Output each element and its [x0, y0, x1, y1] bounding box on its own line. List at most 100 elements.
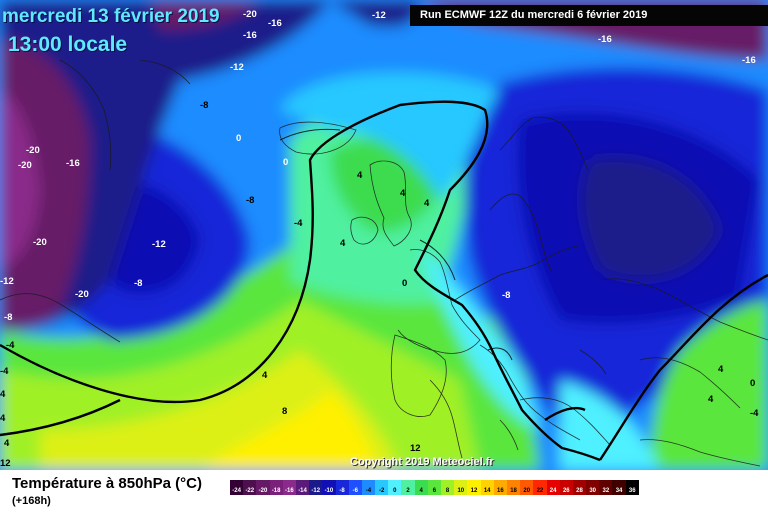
contour-label: 4	[400, 188, 406, 199]
contour-label: -8	[246, 195, 254, 206]
scale-swatch: 30	[586, 480, 600, 495]
contour-label: -8	[502, 290, 510, 301]
contour-label: -16	[66, 158, 80, 169]
scale-swatch: -20	[256, 480, 270, 495]
scale-label: 20	[523, 488, 531, 494]
scale-label: 36	[628, 488, 636, 494]
scale-swatch: 22	[533, 480, 547, 495]
scale-label: 18	[510, 488, 517, 494]
contour-label: -20	[26, 145, 40, 156]
scale-label: 14	[483, 488, 491, 494]
scale-label: -14	[298, 488, 307, 494]
scale-swatch: 36	[625, 480, 639, 495]
contour-label: -4	[294, 218, 303, 229]
legend-bar: Température à 850hPa (°C) (+168h) -24 -22…	[0, 470, 768, 512]
contour-label: -12	[372, 10, 386, 21]
scale-swatch: 10	[454, 480, 468, 495]
scale-swatch: -18	[269, 480, 283, 495]
scale-label: 12	[470, 488, 478, 494]
parameter-title: Température à 850hPa (°C)	[12, 475, 202, 492]
contour-label: 8	[282, 406, 287, 417]
scale-swatch: 4	[414, 480, 428, 495]
scale-swatch: 28	[572, 480, 587, 495]
contour-label: 4	[708, 394, 714, 405]
scale-swatch: 18	[506, 480, 521, 495]
contour-label: 0	[236, 133, 241, 144]
scale-label: -8	[339, 488, 345, 494]
temperature-field	[0, 0, 768, 470]
scale-swatch: 16	[493, 480, 507, 495]
scale-label: 4	[419, 488, 423, 494]
scale-label: -24	[232, 488, 241, 494]
scale-swatch: -14	[295, 480, 310, 495]
contour-label: 4	[0, 413, 6, 424]
contour-label: -4	[0, 366, 9, 377]
contour-label: -16	[243, 30, 257, 41]
scale-label: 0	[393, 488, 397, 494]
scale-swatch: 12	[467, 480, 481, 495]
contour-labels: -20 -16 -12 -16 -16 -16 -12 -8 0 0 -20 -…	[0, 9, 759, 469]
scale-label: 22	[536, 488, 544, 494]
contour-label: -20	[33, 237, 47, 248]
scale-swatch: 32	[599, 480, 613, 495]
temperature-map: -20 -16 -12 -16 -16 -16 -12 -8 0 0 -20 -…	[0, 0, 768, 470]
scale-label: -12	[311, 488, 321, 494]
contour-label: -12	[230, 62, 244, 73]
forecast-lead-time: (+168h)	[12, 495, 51, 507]
scale-swatch: 0	[388, 480, 402, 495]
scale-label: -18	[271, 488, 281, 494]
scale-label: -16	[285, 488, 294, 494]
contour-label: 4	[718, 364, 724, 375]
scale-swatch: -2	[375, 480, 389, 495]
coastlines	[0, 59, 768, 467]
scale-swatch: -6	[348, 480, 362, 495]
scale-swatch: -10	[322, 480, 336, 495]
contour-label: -20	[75, 289, 89, 300]
contour-label: 4	[357, 170, 363, 181]
scale-label: 26	[562, 488, 570, 494]
scale-swatch: -4	[361, 480, 376, 495]
contour-label: -16	[268, 18, 282, 29]
contour-label: 0	[283, 157, 288, 168]
scale-label: 6	[432, 488, 437, 494]
forecast-date: mercredi 13 février 2019	[2, 6, 220, 27]
contour-label: 0	[750, 378, 755, 389]
contour-label: 4	[4, 438, 10, 449]
contour-label: -8	[4, 312, 12, 323]
scale-swatch: 24	[546, 480, 560, 495]
map-canvas: -20 -16 -12 -16 -16 -16 -12 -8 0 0 -20 -…	[0, 0, 768, 470]
contour-label: 4	[340, 238, 346, 249]
scale-label: 16	[497, 488, 504, 494]
contour-label: -4	[750, 408, 759, 419]
scale-label: 28	[576, 488, 583, 494]
contour-label: -20	[18, 160, 32, 171]
scale-label: 32	[602, 488, 610, 494]
scale-label: -4	[365, 488, 372, 494]
isotherm-lines	[0, 100, 768, 462]
scale-label: -20	[258, 488, 268, 494]
scale-label: 24	[549, 488, 557, 494]
contour-label: -8	[134, 278, 142, 289]
scale-swatch: 2	[401, 480, 415, 495]
contour-label: -4	[6, 340, 15, 351]
contour-label: 0	[402, 278, 407, 289]
scale-swatch: -8	[335, 480, 349, 495]
contour-label: 4	[262, 370, 268, 381]
scale-swatch: -12	[309, 480, 323, 495]
scale-swatch: -24	[230, 480, 244, 495]
scale-label: 34	[615, 488, 623, 494]
scale-label: 2	[406, 488, 410, 494]
scale-swatch: 6	[427, 480, 441, 495]
scale-label: 10	[457, 488, 465, 494]
scale-label: 8	[445, 488, 450, 494]
scale-label: -22	[245, 488, 255, 494]
model-run-label: Run ECMWF 12Z du mercredi 6 février 2019	[410, 5, 768, 26]
contour-label: 12	[0, 458, 11, 469]
thin-isotherms	[279, 128, 513, 361]
contour-label: 4	[424, 198, 430, 209]
contour-label: -20	[243, 9, 257, 20]
copyright-text: Copyright 2019 Meteociel.fr	[350, 456, 494, 468]
color-scale: -24 -22 -20 -18 -16 -14 -12 -10 -8 -6 -4 -2 0 2 4 6 8 10 1…	[230, 480, 639, 495]
contour-label: -16	[598, 34, 612, 45]
contour-label: -16	[742, 55, 756, 66]
